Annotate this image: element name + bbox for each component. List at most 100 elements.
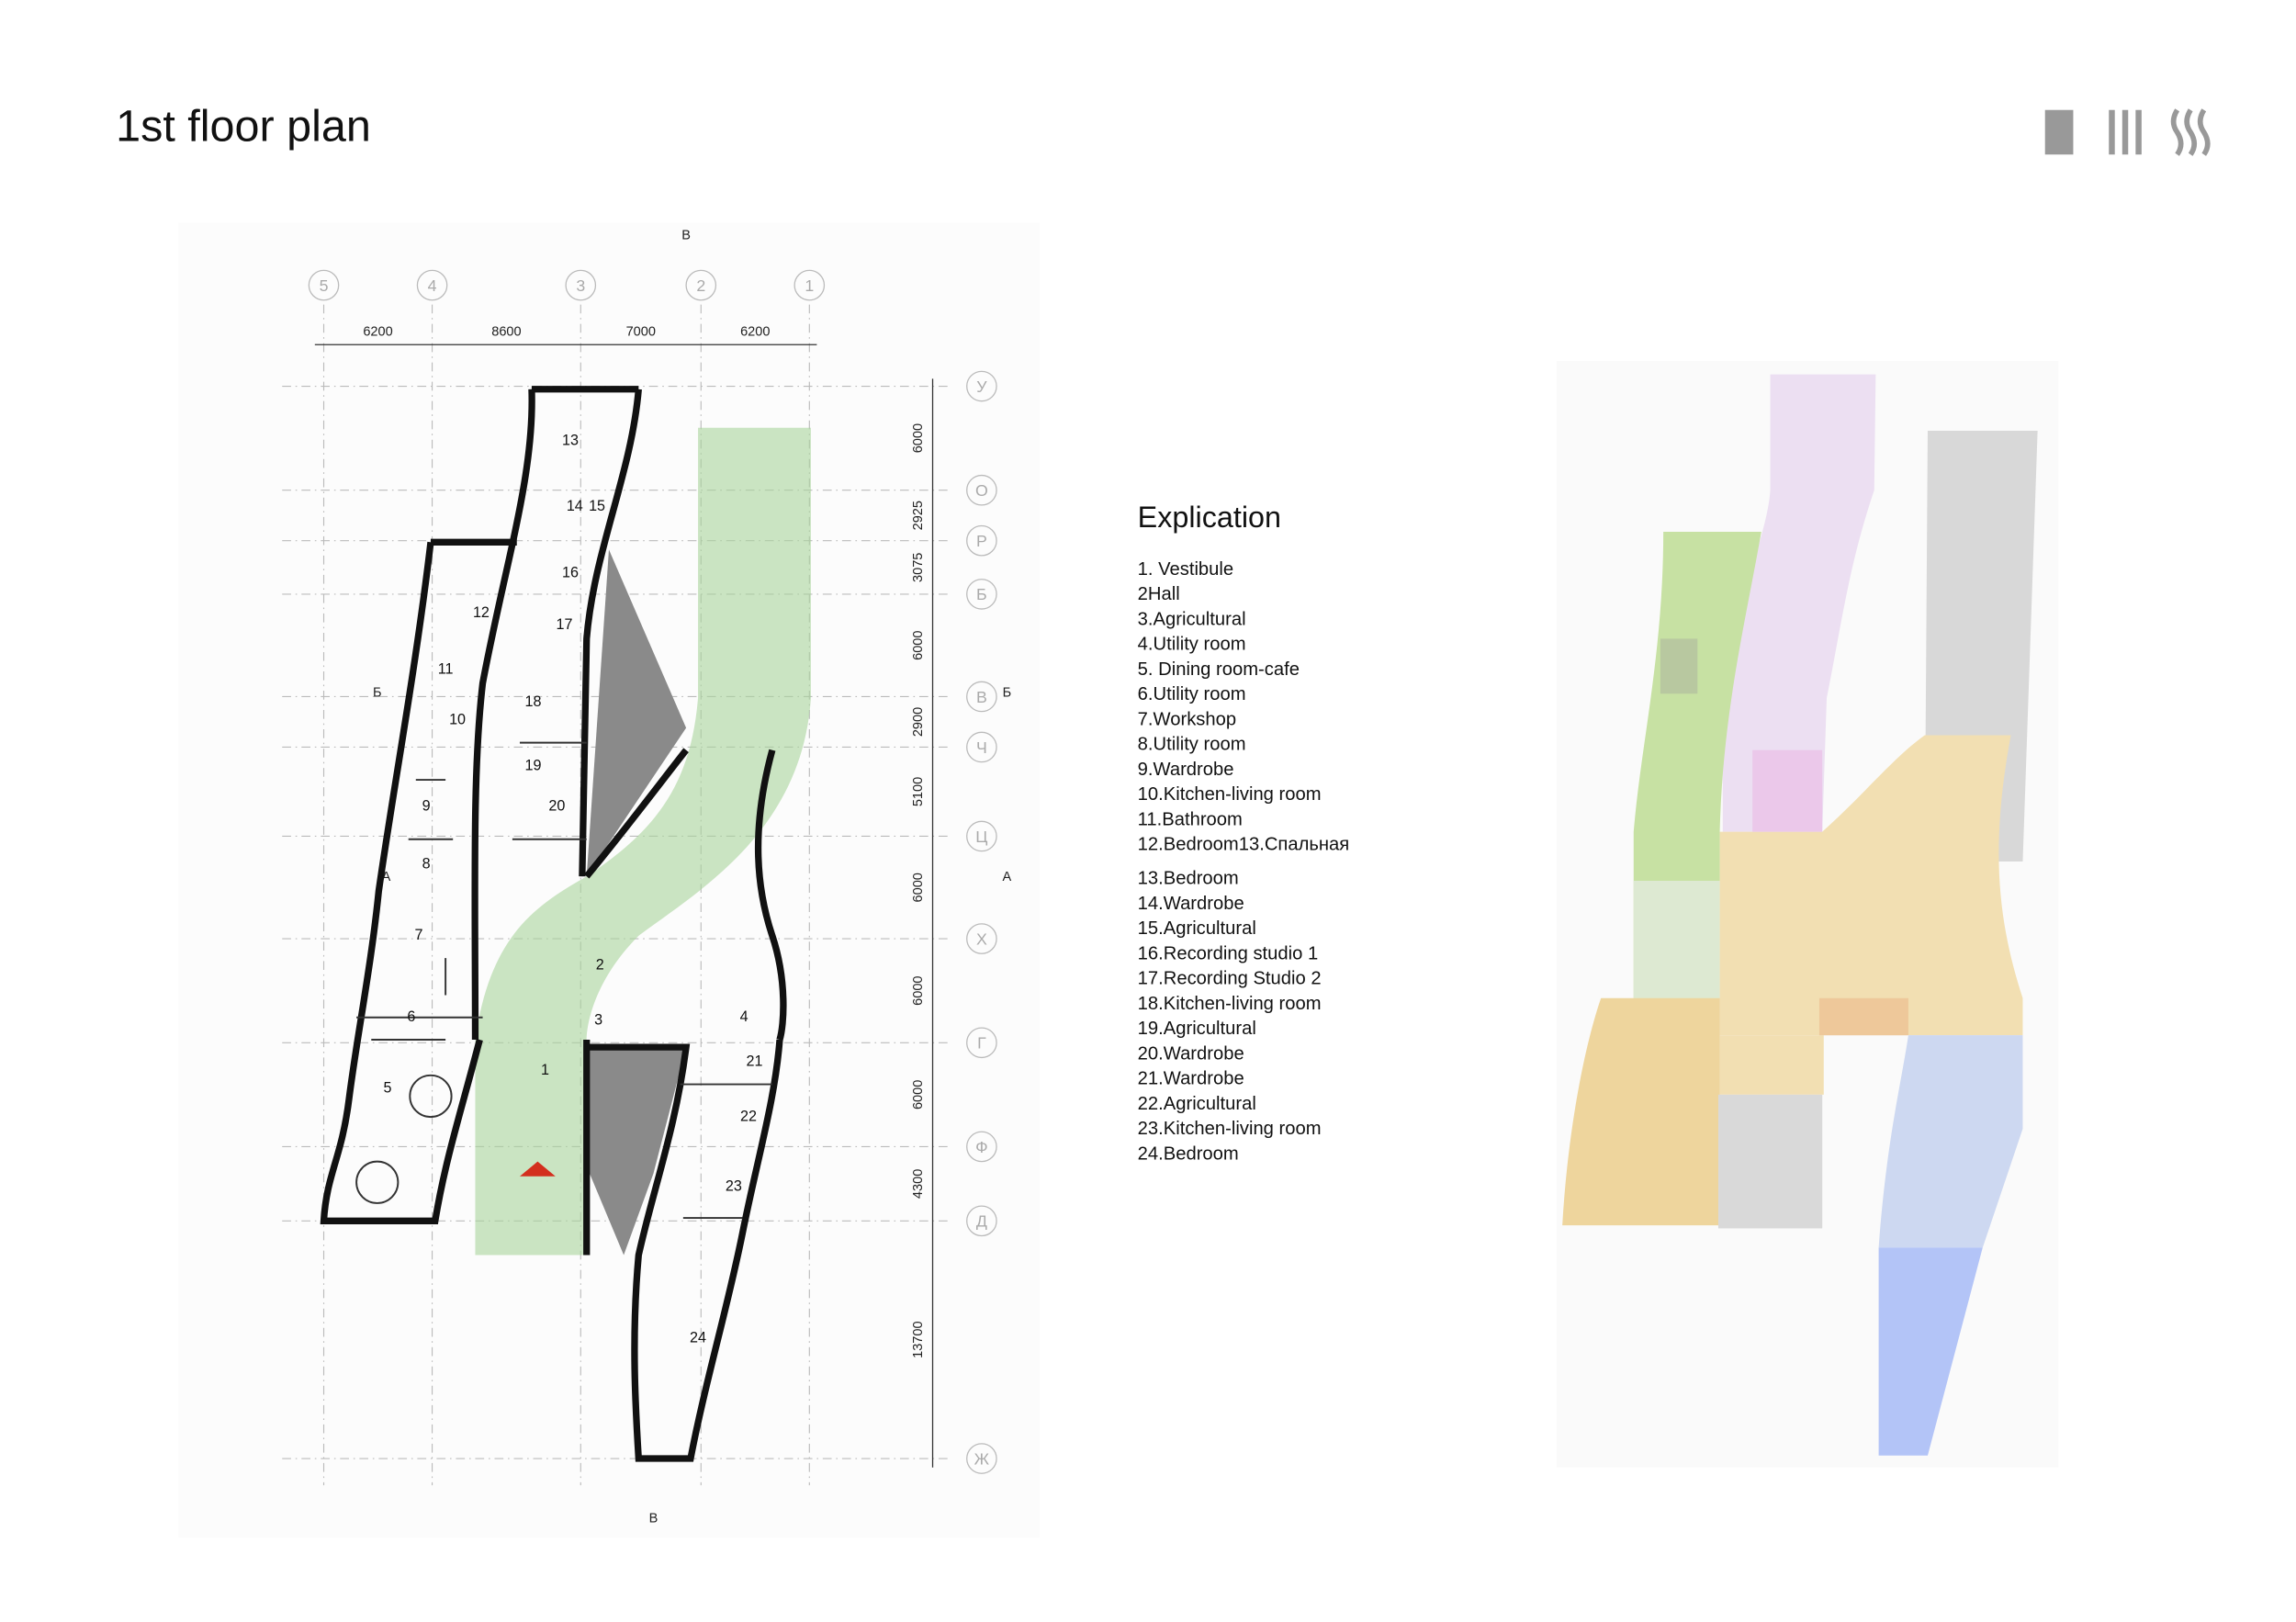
row-dimension: 4300 xyxy=(911,1169,926,1199)
room-number: 6 xyxy=(407,1008,415,1025)
row-axis: В xyxy=(976,688,987,706)
explication-item: 22.Agricultural xyxy=(1138,1094,1256,1114)
room-number: 3 xyxy=(594,1011,602,1028)
hatched-zone xyxy=(586,549,687,877)
row-dimension: 6000 xyxy=(911,1080,926,1109)
room-number: 23 xyxy=(726,1177,742,1194)
explication-item: 13.Bedroom xyxy=(1138,869,1239,889)
axis-bubble xyxy=(966,681,997,713)
explication-item: 7.Workshop xyxy=(1138,709,1236,729)
section-mark: А xyxy=(382,870,391,884)
explication-item: 24.Bedroom xyxy=(1138,1143,1239,1164)
explication-item: 2Hall xyxy=(1138,584,1180,604)
explication-item: 21.Wardrobe xyxy=(1138,1069,1244,1089)
axis-bubble xyxy=(966,524,997,557)
axis-bubble xyxy=(966,1027,997,1059)
room-number: 17 xyxy=(556,616,572,633)
axis-bubble xyxy=(685,269,717,301)
entrance-mark xyxy=(519,1161,556,1177)
axis-bubble xyxy=(966,923,997,954)
axis-bubble xyxy=(416,269,448,301)
explication-item: 11.Bathroom xyxy=(1138,809,1243,829)
explication-item: 14.Wardrobe xyxy=(1138,894,1244,914)
explication-item: 9.Wardrobe xyxy=(1138,760,1234,780)
hatched-zone xyxy=(589,1047,687,1256)
row-axis: Ч xyxy=(976,738,987,757)
row-dimension: 3075 xyxy=(911,553,926,582)
row-axis: У xyxy=(976,377,987,396)
explication-list: 1. Vestibule 2Hall 3.Agricultural 4.Utility… xyxy=(1138,559,1350,1164)
column-dimension: 7000 xyxy=(626,325,656,340)
row-axis: Ц xyxy=(975,828,987,846)
explication-item: 18.Kitchen-living room xyxy=(1138,994,1322,1014)
axis-bubble xyxy=(966,1131,997,1163)
row-axis: Р xyxy=(976,532,987,550)
row-dimension: 6000 xyxy=(911,975,926,1005)
room-number: 8 xyxy=(422,855,431,872)
explication-item: 23.Kitchen-living room xyxy=(1138,1119,1322,1139)
room-number: 10 xyxy=(449,712,466,728)
row-dimension: 6000 xyxy=(911,423,926,453)
room-number: 19 xyxy=(525,758,542,774)
explication-item: 4.Utility room xyxy=(1138,635,1246,655)
column-axis: 2 xyxy=(696,276,705,295)
row-axis: О xyxy=(975,481,988,500)
room-number: 4 xyxy=(740,1008,748,1025)
room-number: 11 xyxy=(438,661,454,678)
room-number: 22 xyxy=(740,1108,757,1124)
section-mark: В xyxy=(681,228,691,242)
room-number: 14 xyxy=(567,498,583,514)
explication-item: 3.Agricultural xyxy=(1138,609,1246,629)
section-mark: В xyxy=(649,1512,658,1526)
row-dimension: 6000 xyxy=(911,631,926,660)
room-number: 12 xyxy=(473,604,490,621)
room-number: 13 xyxy=(562,433,579,449)
axis-bubble xyxy=(966,1443,997,1474)
room-number: 1 xyxy=(541,1062,549,1078)
row-axis: Х xyxy=(976,929,987,948)
explication-item: 10.Kitchen-living room xyxy=(1138,784,1322,805)
room-number: 2 xyxy=(596,956,604,973)
room-number: 15 xyxy=(589,498,605,514)
column-dimension: 6200 xyxy=(363,325,392,340)
room-number: 24 xyxy=(690,1329,706,1346)
row-axis: Б xyxy=(976,585,987,603)
axis-bubble xyxy=(565,269,597,301)
section-mark: А xyxy=(1003,870,1012,884)
axis-bubble xyxy=(793,269,826,301)
row-dimension: 6000 xyxy=(911,873,926,902)
axis-bubble xyxy=(966,370,997,402)
explication-item: 6.Utility room xyxy=(1138,684,1246,704)
room-number: 9 xyxy=(422,797,431,814)
column-axis: 1 xyxy=(805,276,814,295)
room-number: 18 xyxy=(525,693,542,710)
explication-heading: Explication xyxy=(1138,501,1281,534)
row-axis: Ф xyxy=(975,1138,988,1156)
column-axis: 3 xyxy=(576,276,585,295)
section-mark: Б xyxy=(373,685,382,700)
explication-item: 8.Utility room xyxy=(1138,735,1246,755)
column-dimension: 8600 xyxy=(491,325,521,340)
explication-item: 19.Agricultural xyxy=(1138,1019,1256,1039)
row-dimension: 13700 xyxy=(911,1321,926,1357)
axis-bubble xyxy=(966,1205,997,1237)
axis-bubble xyxy=(308,269,340,301)
explication-item: 15.Agricultural xyxy=(1138,918,1256,939)
zone-diagram xyxy=(1556,361,2059,1468)
column-axis: 5 xyxy=(320,276,329,295)
section-mark: Б xyxy=(1003,685,1012,700)
room-number: 7 xyxy=(415,927,423,943)
room-number: 16 xyxy=(562,565,579,581)
explication-item: 20.Wardrobe xyxy=(1138,1043,1244,1064)
explication-item: 17.Recording Studio 2 xyxy=(1138,969,1322,989)
room-number: 20 xyxy=(548,797,565,814)
axis-bubble xyxy=(966,820,997,852)
row-dimension: 2900 xyxy=(911,707,926,737)
row-dimension: 2925 xyxy=(911,501,926,530)
walls xyxy=(320,386,787,1462)
green-zone xyxy=(475,427,811,1256)
row-axis: Г xyxy=(977,1034,986,1053)
